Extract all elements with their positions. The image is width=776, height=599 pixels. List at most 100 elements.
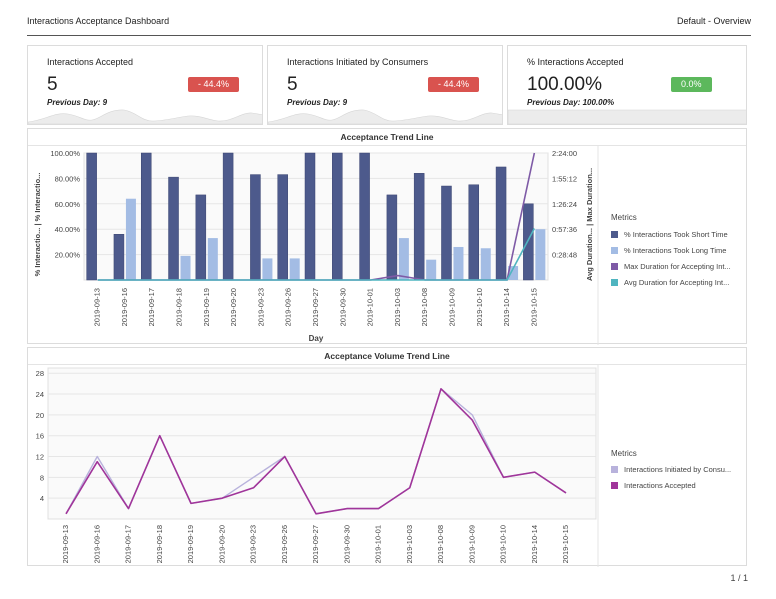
bar-short-time: [441, 185, 452, 281]
y-tick-label-left: 100.00%: [50, 149, 80, 158]
y-axis-label-right: Avg Duration... | Max Duration...: [585, 168, 594, 281]
kpi-title: Interactions Accepted: [47, 57, 134, 67]
kpi-sparkline: [508, 109, 746, 124]
x-tick-label: 2019-10-03: [405, 525, 414, 563]
y-tick-label-right: 0:57:36: [552, 225, 577, 234]
volume-trend-chart[interactable]: 4 8 12 16 20 24 28 2019-09-13 2019-09-16 2019-09-…: [28, 348, 748, 567]
x-tick-label: 2019-09-20: [217, 525, 226, 563]
bar-short-time: [386, 194, 398, 281]
bar-short-time: [332, 152, 343, 281]
x-tick-label: 2019-10-01: [374, 525, 383, 563]
x-tick-label: 2019-10-09: [467, 525, 476, 563]
x-tick-label: 2019-09-26: [280, 525, 289, 563]
volume-trend-panel: Acceptance Volume Trend Line 4 8 12 16 20 24 2…: [27, 347, 748, 567]
kpi-sparkline: [268, 109, 502, 124]
legend-item-accepted[interactable]: Interactions Accepted: [611, 481, 696, 490]
bar-long-time: [125, 198, 136, 280]
x-tick-label: 2019-10-10: [499, 525, 508, 563]
y-tick-label-right: 1:55:12: [552, 174, 577, 183]
kpi-previous-day: Previous Day: 100.00%: [527, 98, 615, 107]
bar-short-time: [222, 152, 234, 281]
legend-item-long-time[interactable]: % Interactions Took Long Time: [611, 246, 726, 255]
x-tick-label: 2019-09-19: [202, 288, 211, 326]
kpi-value: 5: [287, 74, 298, 95]
x-tick-label: 2019-09-26: [284, 288, 293, 326]
kpi-previous-day: Previous Day: 9: [287, 98, 348, 107]
chart-title: Acceptance Volume Trend Line: [324, 351, 450, 361]
dashboard-title: Interactions Acceptance Dashboard: [27, 16, 170, 26]
kpi-change-badge: - 44.4%: [188, 77, 240, 92]
kpi-change-badge: 0.0%: [671, 77, 712, 92]
bar-long-time: [207, 238, 218, 280]
y-tick-label-left: 20.00%: [55, 251, 81, 260]
bar-short-time: [140, 152, 152, 281]
y-tick-label: 12: [36, 453, 44, 462]
y-tick-label-left: 40.00%: [55, 225, 81, 234]
legend-item-short-time[interactable]: % Interactions Took Short Time: [611, 230, 728, 239]
kpi-sparkline: [28, 109, 262, 124]
x-tick-label: 2019-10-15: [561, 525, 570, 563]
x-tick-label: 2019-09-16: [120, 288, 129, 326]
x-tick-label: 2019-09-23: [256, 288, 265, 326]
bar-short-time: [495, 166, 507, 281]
x-tick-label: 2019-10-03: [393, 288, 402, 326]
x-tick-label: 2019-09-27: [311, 525, 320, 563]
dashboard-header: Interactions Acceptance Dashboard Defaul…: [27, 12, 751, 36]
legend-swatch: [611, 279, 618, 286]
x-tick-label: 2019-10-09: [447, 288, 456, 326]
legend-swatch: [611, 231, 618, 238]
bar-long-time: [262, 258, 273, 280]
kpi-card-percent-accepted[interactable]: % Interactions Accepted 100.00% 0.0% Pre…: [507, 45, 747, 125]
bar-short-time: [195, 194, 207, 281]
bar-short-time: [304, 152, 316, 281]
x-tick-label: 2019-09-13: [93, 288, 102, 326]
x-tick-label: 2019-10-10: [475, 288, 484, 326]
view-selector[interactable]: Default - Overview: [676, 16, 751, 26]
x-tick-label: 2019-10-14: [530, 525, 539, 563]
legend-swatch: [611, 247, 618, 254]
bar-short-time: [168, 176, 179, 281]
bar-long-time: [508, 266, 519, 280]
kpi-card-interactions-initiated[interactable]: Interactions Initiated by Consumers 5 - …: [267, 45, 503, 125]
kpi-value: 5: [47, 74, 58, 95]
y-tick-label: 4: [40, 494, 44, 503]
bar-short-time: [277, 174, 288, 281]
acceptance-trend-chart[interactable]: 20.00% 40.00% 60.00% 80.00% 100.00% 0:28:48 0:…: [28, 129, 748, 345]
legend-item-max-duration[interactable]: Max Duration for Accepting Int...: [611, 262, 731, 271]
y-tick-label: 28: [36, 369, 44, 378]
legend-swatch: [611, 263, 618, 270]
x-tick-label: 2019-10-01: [366, 288, 375, 326]
bar-long-time: [398, 238, 409, 280]
x-tick-label: 2019-09-19: [186, 525, 195, 563]
y-tick-label: 8: [40, 473, 44, 482]
x-tick-label: 2019-10-08: [436, 525, 445, 563]
line-accepted: [65, 388, 567, 515]
bar-long-time: [289, 258, 300, 280]
line-avg-duration: [97, 228, 536, 281]
bar-long-time: [453, 246, 464, 280]
y-tick-label: 16: [36, 432, 44, 441]
bar-short-time: [113, 234, 125, 281]
legend-title: Metrics: [611, 213, 637, 222]
kpi-change-badge: - 44.4%: [428, 77, 480, 92]
x-tick-label: 2019-09-18: [175, 288, 184, 326]
x-tick-label: 2019-10-14: [502, 288, 511, 326]
bar-short-time: [413, 173, 425, 281]
y-tick-label-right: 2:24:00: [552, 149, 577, 158]
bar-short-time: [468, 184, 480, 281]
legend-item-avg-duration[interactable]: Avg Duration for Accepting Int...: [611, 278, 729, 287]
bar-short-time: [523, 203, 534, 281]
legend-item-initiated[interactable]: Interactions Initiated by Consu...: [611, 465, 731, 474]
y-tick-label-right: 1:26:24: [552, 200, 577, 209]
chart-title: Acceptance Trend Line: [340, 132, 434, 142]
kpi-previous-day: Previous Day: 9: [47, 98, 108, 107]
page-indicator: 1 / 1: [730, 573, 748, 583]
bar-short-time: [86, 152, 97, 281]
kpi-card-interactions-accepted[interactable]: Interactions Accepted 5 - 44.4% Previous…: [27, 45, 263, 125]
y-tick-label-left: 80.00%: [55, 174, 81, 183]
plot-area: [47, 367, 597, 520]
x-tick-label: 2019-09-17: [147, 288, 156, 326]
x-tick-label: 2019-09-13: [61, 525, 70, 563]
y-tick-label: 20: [36, 411, 44, 420]
bar-short-time: [250, 174, 261, 281]
